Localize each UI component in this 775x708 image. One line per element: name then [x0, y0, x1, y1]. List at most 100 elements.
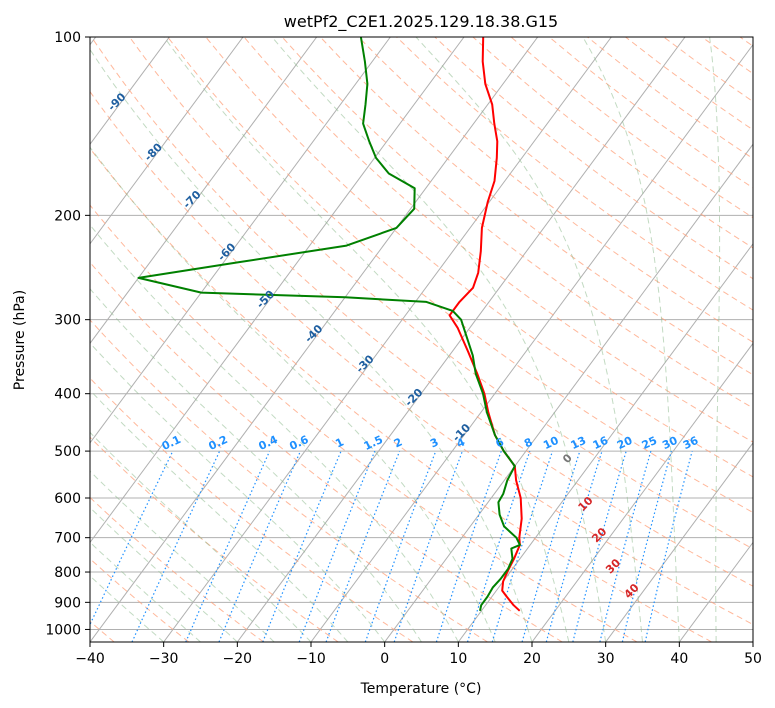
- mixing-ratio-label: 10: [541, 434, 561, 452]
- moist-adiabat: [709, 37, 721, 642]
- mixing-ratio-label: 13: [569, 434, 588, 452]
- isotherm--10: [310, 43, 753, 642]
- dry-adiabat-label: -90: [105, 90, 128, 113]
- x-tick-label: 50: [744, 651, 762, 667]
- mixing-ratio-label: 30: [660, 434, 680, 452]
- dry-adiabat-label: -80: [142, 140, 165, 163]
- dry-adiabat: [510, 37, 753, 219]
- isotherm--90: [90, 37, 170, 146]
- dry-adiabat: [548, 37, 753, 189]
- x-tick-label: −20: [223, 651, 253, 667]
- isotherm--80: [90, 37, 244, 245]
- moist-adiabat: [90, 541, 201, 642]
- x-tick-label: −40: [75, 651, 105, 667]
- moist-adiabat: [90, 224, 459, 642]
- isotherm-40: [678, 541, 753, 642]
- isotherm-30: [605, 442, 753, 642]
- dry-adiabat: [90, 496, 264, 642]
- moist-adiabat-label: 30: [603, 556, 623, 576]
- dry-adiabat: [129, 37, 753, 550]
- dry-adiabat: [90, 147, 712, 642]
- dry-adiabat: [90, 261, 563, 642]
- moist-adiabat: [90, 575, 165, 642]
- dry-adiabat: [663, 37, 753, 103]
- isotherm--40: [90, 37, 539, 642]
- mixing-ratio-line: [599, 450, 652, 642]
- moist-adiabat-label: 10: [576, 494, 596, 514]
- dry-adiabat: [701, 37, 753, 75]
- dry-adiabat: [396, 37, 753, 311]
- mixing-ratio-line: [545, 450, 603, 642]
- dry-adiabat: [167, 37, 753, 514]
- dry-adiabat-label: -40: [302, 322, 325, 345]
- mixing-ratio-label: 36: [681, 434, 701, 452]
- mixing-ratio-line: [466, 450, 531, 642]
- isotherm-20: [531, 342, 753, 642]
- mixing-ratio-label: 3: [428, 435, 440, 450]
- moist-adiabat: [90, 342, 386, 642]
- dry-adiabat: [90, 90, 753, 626]
- moist-adiabat: [90, 389, 349, 642]
- y-tick-label: 700: [54, 531, 81, 547]
- mixing-ratio-label: 0.6: [287, 433, 310, 453]
- isotherm--20: [236, 37, 686, 642]
- moist-adiabat: [90, 48, 533, 642]
- x-tick-label: 0: [380, 651, 389, 667]
- y-tick-label: 1000: [45, 622, 81, 638]
- mixing-ratio-line: [572, 450, 627, 642]
- x-axis-label: Temperature (°C): [360, 681, 482, 697]
- dry-adiabat-label: -100: [61, 44, 90, 73]
- y-tick-label: 100: [54, 30, 81, 46]
- mixing-ratio-line: [325, 450, 401, 642]
- mixing-ratio-label: 0.2: [207, 433, 230, 453]
- dry-adiabat: [90, 558, 190, 642]
- dry-adiabat: [90, 204, 638, 642]
- mixing-ratio-label: 25: [640, 434, 659, 452]
- moist-adiabat: [271, 37, 607, 642]
- mixing-ratio-line: [298, 450, 376, 642]
- dry-adiabat-label: -10: [450, 421, 473, 444]
- mixing-ratio-line: [435, 450, 502, 642]
- moist-adiabat: [90, 506, 238, 642]
- x-tick-label: 20: [523, 651, 541, 667]
- mixing-ratio-line: [521, 450, 581, 642]
- y-tick-label: 800: [54, 565, 81, 581]
- moist-adiabat: [90, 146, 496, 642]
- y-tick-label: 400: [54, 387, 81, 403]
- dry-adiabat: [739, 37, 753, 47]
- isotherm--60: [90, 37, 391, 444]
- x-tick-label: −10: [296, 651, 326, 667]
- dry-adiabat: [90, 377, 414, 642]
- data-series: [137, 37, 523, 612]
- y-axis-label: Pressure (hPa): [12, 290, 28, 390]
- y-tick-label: 600: [54, 491, 81, 507]
- mixing-ratio-label: 16: [591, 434, 611, 452]
- dewpoint-line: [137, 37, 521, 612]
- y-tick-label: 500: [54, 444, 81, 460]
- moist-adiabat: [90, 288, 422, 642]
- moist-adiabat: [90, 431, 312, 642]
- plot-frame: [89, 36, 754, 643]
- x-tick-label: 40: [670, 651, 688, 667]
- mixing-ratio-label: 20: [615, 434, 635, 452]
- mixing-ratio-line: [185, 450, 271, 642]
- y-tick-label: 900: [54, 595, 81, 611]
- mixing-ratio-line: [393, 450, 463, 642]
- moist-adiabat: [90, 470, 275, 642]
- isotherm--70: [90, 37, 318, 345]
- mixing-ratio-label: 0.1: [160, 433, 183, 453]
- isotherm--30: [163, 37, 612, 642]
- dry-adiabat-label: -20: [402, 386, 425, 409]
- mixing-ratio-label: 1.5: [362, 433, 385, 453]
- moist-adiabat-label: 40: [622, 581, 642, 601]
- dry-adiabat: [90, 319, 488, 642]
- mixing-ratio-line: [491, 450, 554, 642]
- y-tick-label: 300: [54, 313, 81, 329]
- moist-adiabat: [163, 37, 570, 642]
- mixing-ratio-line: [218, 450, 302, 642]
- mixing-ratio-label: 6: [494, 435, 507, 450]
- moist-adiabat: [415, 37, 643, 642]
- mixing-ratio-label: 8: [522, 435, 534, 450]
- dry-adiabat: [90, 436, 339, 642]
- mixing-ratio-label: 0.4: [257, 433, 280, 453]
